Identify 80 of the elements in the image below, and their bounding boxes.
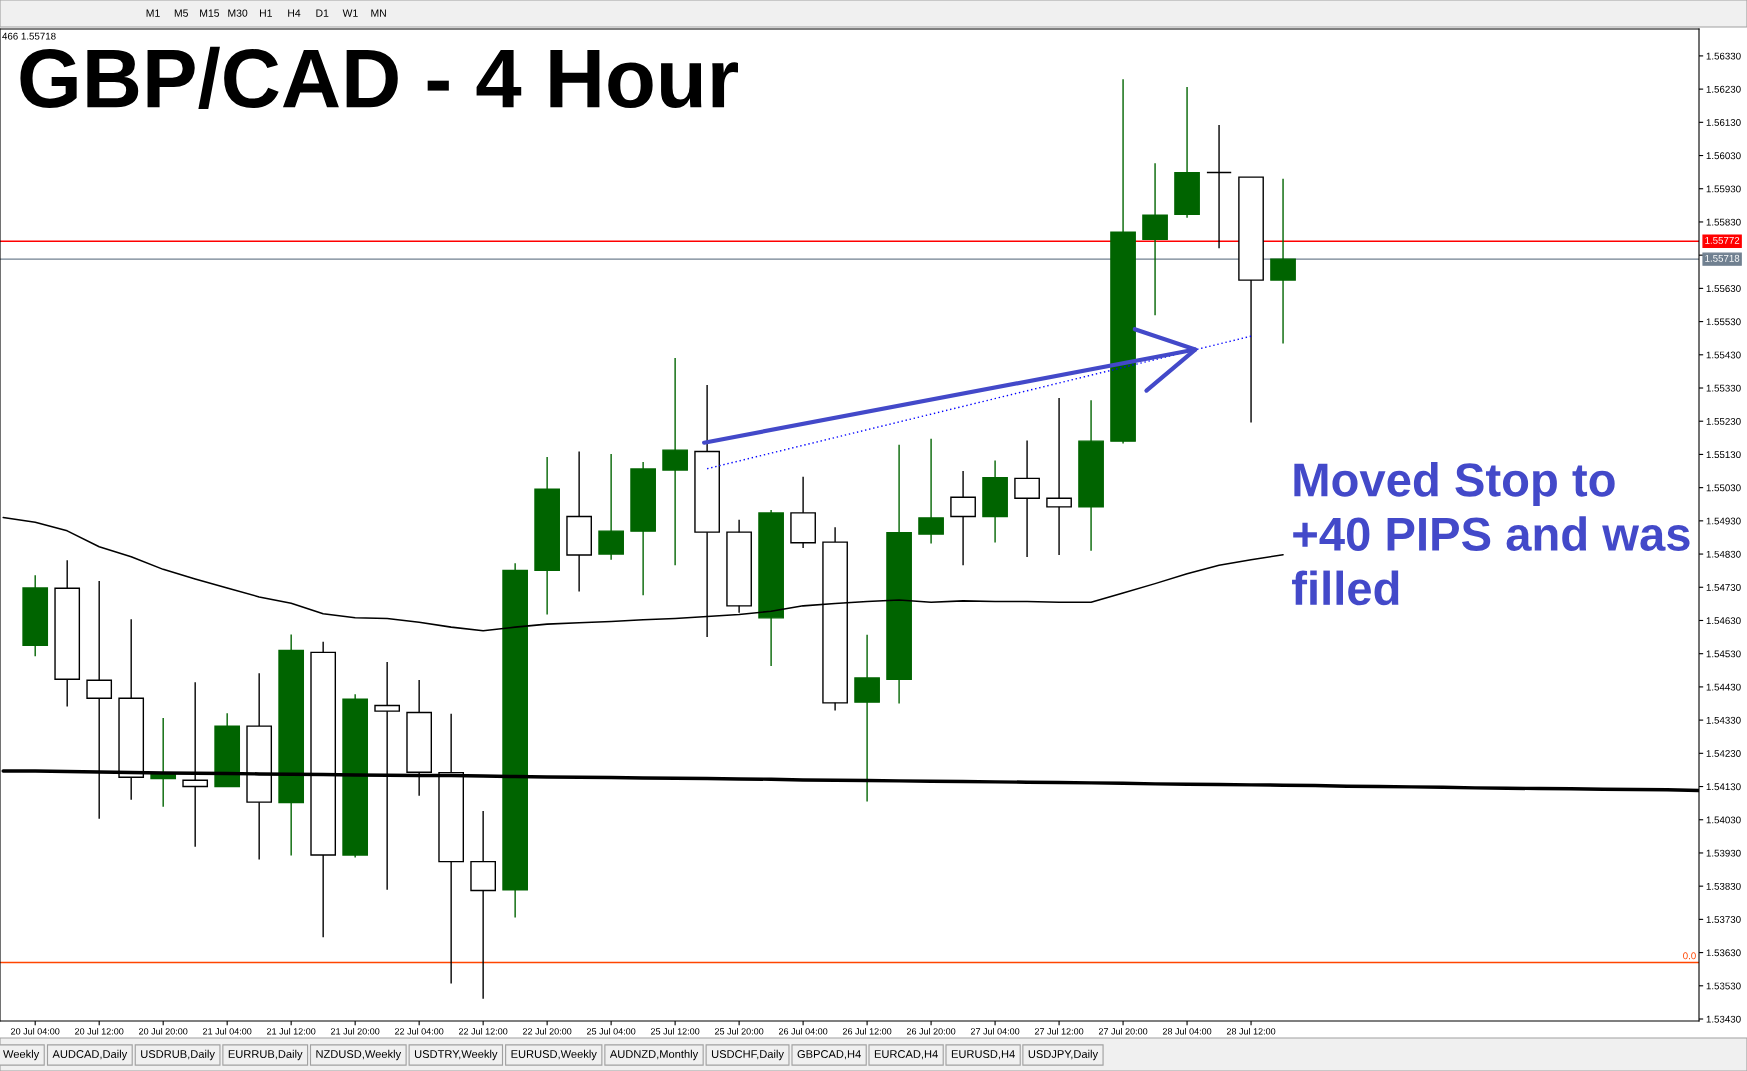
annotation: 466 1.55718	[2, 32, 56, 40]
y-tick-label: 1.54830	[1706, 550, 1741, 558]
chart-title: GBP/CAD - 4 Hour	[20, 46, 738, 109]
text: AUDNZD,Monthly	[609, 1049, 699, 1061]
x-tick-label: 26 Jul 04:00	[778, 1027, 828, 1035]
annotation: Moved Stop to +40 PIPS and was filled	[1292, 462, 1690, 606]
y-tick-label: 1.54130	[1706, 783, 1741, 791]
text: GBPCAD,H4	[797, 1050, 861, 1060]
text: M5	[174, 9, 188, 17]
annotation: 0.0	[1683, 952, 1696, 960]
x-tick-label: 22 Jul 12:00	[459, 1027, 508, 1035]
x-tick-label: 25 Jul 12:00	[650, 1027, 700, 1035]
text: M1	[146, 9, 160, 17]
text: D1	[316, 9, 329, 17]
y-tick-label: 1.55230	[1706, 417, 1741, 425]
x-tick-label: 21 Jul 12:00	[267, 1027, 316, 1035]
x-tick-label: 25 Jul 04:00	[586, 1027, 636, 1035]
y-tick-label: 1.56030	[1706, 152, 1741, 160]
y-tick-label: 1.55530	[1706, 318, 1741, 326]
y-tick-label: 1.54230	[1706, 750, 1741, 757]
y-tick-label: 1.55630	[1706, 285, 1741, 292]
y-tick-label: 1.55430	[1706, 351, 1741, 359]
y-tick-label: 1.54530	[1706, 650, 1741, 658]
text: W1	[342, 9, 358, 17]
y-tick-label: 1.55030	[1706, 484, 1741, 492]
y-tick-label: 1.55130	[1706, 451, 1741, 459]
y-tick-label: 1.54930	[1706, 517, 1741, 525]
x-tick-label: 20 Jul 04:00	[11, 1027, 60, 1035]
text: H1	[260, 9, 272, 17]
y-tick-label: 1.53730	[1706, 916, 1741, 923]
x-tick-label: 22 Jul 04:00	[395, 1027, 444, 1035]
y-tick-label: 1.53430	[1706, 1015, 1741, 1023]
text: AUDCAD,Daily	[52, 1049, 128, 1061]
candlestick	[1046, 397, 1072, 556]
y-tick-label: 1.53930	[1706, 849, 1741, 857]
ref-line-label: 1.55772	[1705, 236, 1740, 244]
ref-line-label: 1.55718	[1705, 254, 1740, 262]
x-tick-label: 21 Jul 04:00	[203, 1027, 252, 1035]
text: EURUSD,Weekly	[511, 1049, 597, 1061]
x-tick-label: 28 Jul 04:00	[1162, 1027, 1212, 1035]
y-tick-label: 1.53530	[1706, 982, 1741, 990]
x-tick-label: 27 Jul 20:00	[1098, 1027, 1148, 1035]
x-tick-label: 27 Jul 04:00	[970, 1027, 1020, 1035]
text: EURUSD,H4	[951, 1050, 1015, 1060]
text: M15	[200, 9, 220, 17]
text: M30	[228, 9, 248, 17]
y-tick-label: 1.53630	[1706, 949, 1741, 957]
y-tick-label: 1.56130	[1706, 119, 1741, 126]
x-tick-label: 20 Jul 12:00	[75, 1027, 124, 1035]
y-tick-label: 1.56230	[1706, 85, 1741, 93]
text: EURCAD,H4	[874, 1050, 938, 1060]
y-tick-label: 1.54330	[1706, 716, 1741, 724]
x-tick-label: 28 Jul 12:00	[1226, 1027, 1276, 1035]
y-tick-label: 1.54030	[1706, 816, 1741, 824]
y-tick-label: 1.53830	[1706, 882, 1741, 890]
text: NZDUSD,Weekly	[316, 1049, 402, 1061]
text: USDCHF,Daily	[711, 1049, 784, 1061]
text: Weekly	[3, 1049, 40, 1061]
x-tick-label: 22 Jul 20:00	[523, 1027, 572, 1035]
y-tick-label: 1.54630	[1706, 617, 1741, 625]
x-tick-label: 26 Jul 12:00	[842, 1027, 892, 1035]
text: USDJPY,Daily	[1028, 1049, 1099, 1061]
text: USDTRY,Weekly	[414, 1049, 498, 1061]
text: EURRUB,Daily	[228, 1049, 303, 1061]
text: MN	[371, 9, 386, 17]
y-tick-label: 1.56330	[1706, 52, 1741, 60]
candlestick	[1206, 124, 1232, 249]
candlestick	[662, 357, 688, 567]
y-tick-label: 1.55930	[1706, 185, 1741, 193]
text: USDRUB,Daily	[141, 1049, 215, 1061]
x-tick-label: 27 Jul 12:00	[1034, 1027, 1084, 1035]
text: H4	[288, 9, 301, 17]
x-tick-label: 21 Jul 20:00	[331, 1027, 380, 1035]
x-tick-label: 26 Jul 20:00	[906, 1027, 956, 1035]
y-tick-label: 1.55330	[1706, 384, 1741, 392]
y-tick-label: 1.54730	[1706, 584, 1741, 591]
x-tick-label: 25 Jul 20:00	[714, 1027, 764, 1035]
x-tick-label: 20 Jul 20:00	[139, 1027, 188, 1035]
y-tick-label: 1.54430	[1706, 683, 1741, 691]
y-tick-label: 1.55830	[1706, 218, 1741, 226]
